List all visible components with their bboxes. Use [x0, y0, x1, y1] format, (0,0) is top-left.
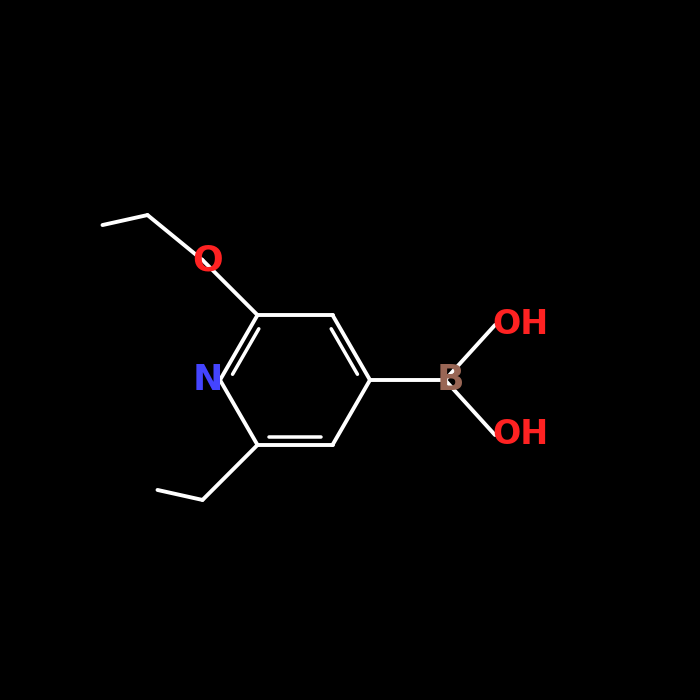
Text: B: B: [436, 363, 463, 397]
Text: OH: OH: [492, 419, 548, 452]
Text: OH: OH: [492, 309, 548, 342]
Text: O: O: [192, 243, 223, 277]
Text: N: N: [193, 363, 223, 397]
